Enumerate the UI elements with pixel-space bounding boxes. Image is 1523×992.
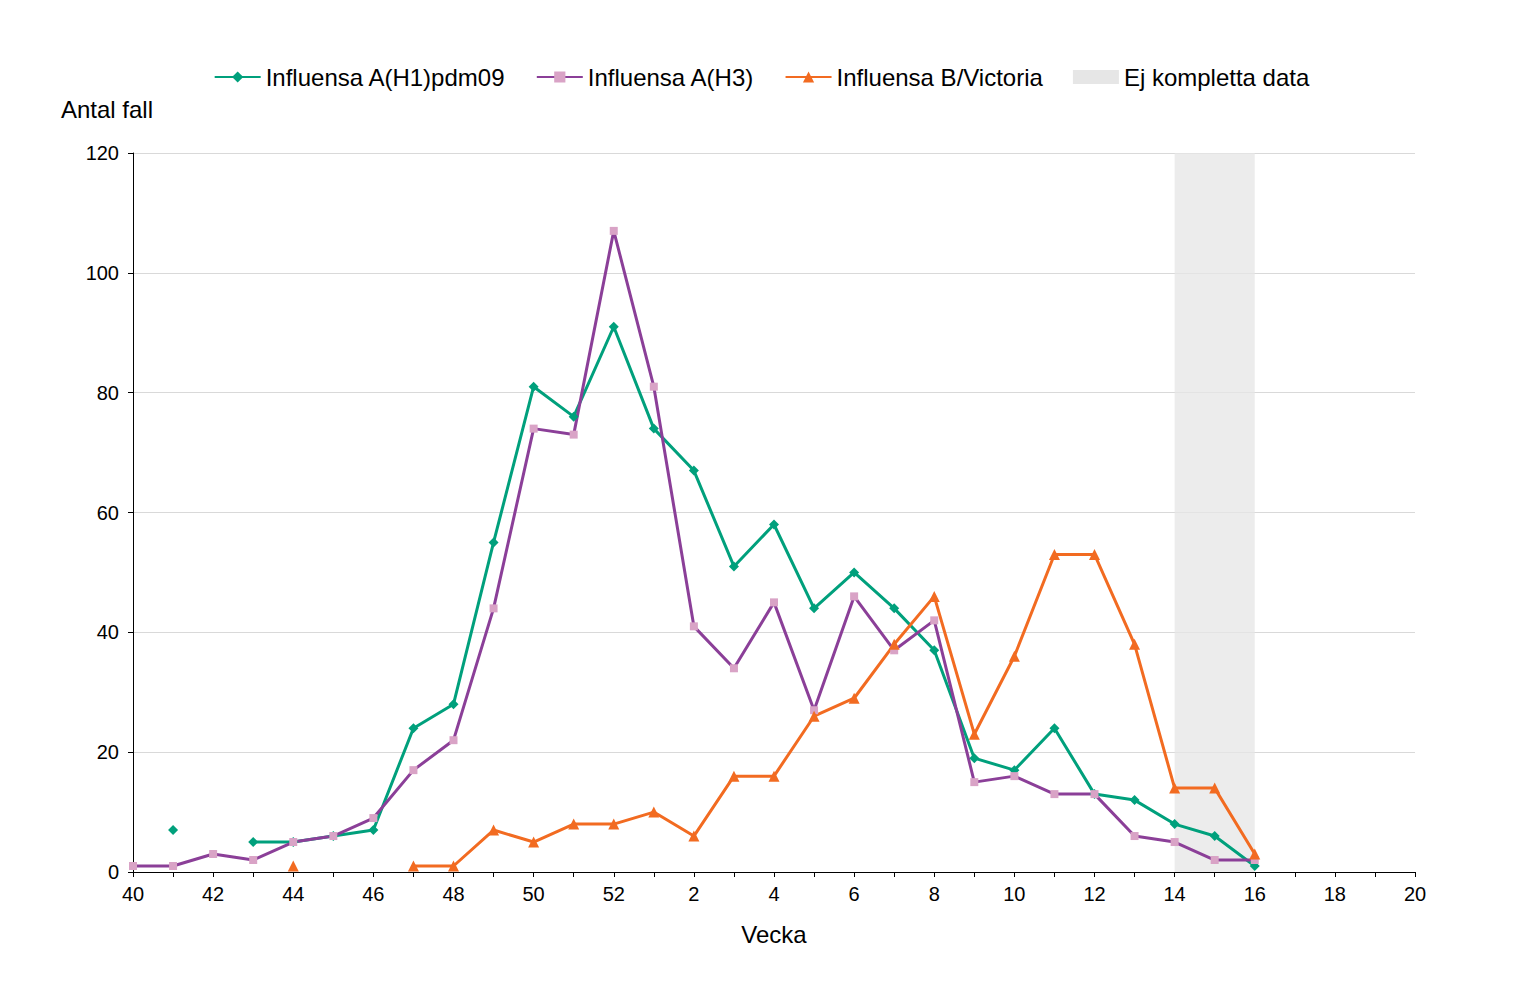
svg-text:Antal fall: Antal fall: [61, 96, 153, 123]
svg-text:10: 10: [1003, 883, 1025, 905]
svg-text:40: 40: [122, 883, 144, 905]
svg-text:14: 14: [1164, 883, 1186, 905]
svg-text:Ej kompletta data: Ej kompletta data: [1124, 64, 1310, 91]
svg-text:4: 4: [768, 883, 779, 905]
svg-text:0: 0: [108, 861, 119, 883]
svg-text:Influensa B/Victoria: Influensa B/Victoria: [837, 64, 1044, 91]
svg-text:6: 6: [849, 883, 860, 905]
svg-text:100: 100: [86, 262, 119, 284]
svg-text:8: 8: [929, 883, 940, 905]
svg-text:Influensa A(H1)pdm09: Influensa A(H1)pdm09: [266, 64, 505, 91]
svg-text:50: 50: [523, 883, 545, 905]
svg-text:Influensa A(H3): Influensa A(H3): [588, 64, 753, 91]
svg-text:40: 40: [97, 621, 119, 643]
svg-text:120: 120: [86, 142, 119, 164]
svg-text:16: 16: [1244, 883, 1266, 905]
svg-text:52: 52: [603, 883, 625, 905]
svg-text:Vecka: Vecka: [741, 921, 807, 948]
svg-text:80: 80: [97, 382, 119, 404]
svg-text:12: 12: [1083, 883, 1105, 905]
svg-text:42: 42: [202, 883, 224, 905]
svg-text:46: 46: [362, 883, 384, 905]
svg-text:2: 2: [688, 883, 699, 905]
svg-text:44: 44: [282, 883, 304, 905]
svg-text:48: 48: [442, 883, 464, 905]
svg-text:20: 20: [1404, 883, 1426, 905]
svg-text:60: 60: [97, 502, 119, 524]
svg-text:20: 20: [97, 741, 119, 763]
svg-text:18: 18: [1324, 883, 1346, 905]
